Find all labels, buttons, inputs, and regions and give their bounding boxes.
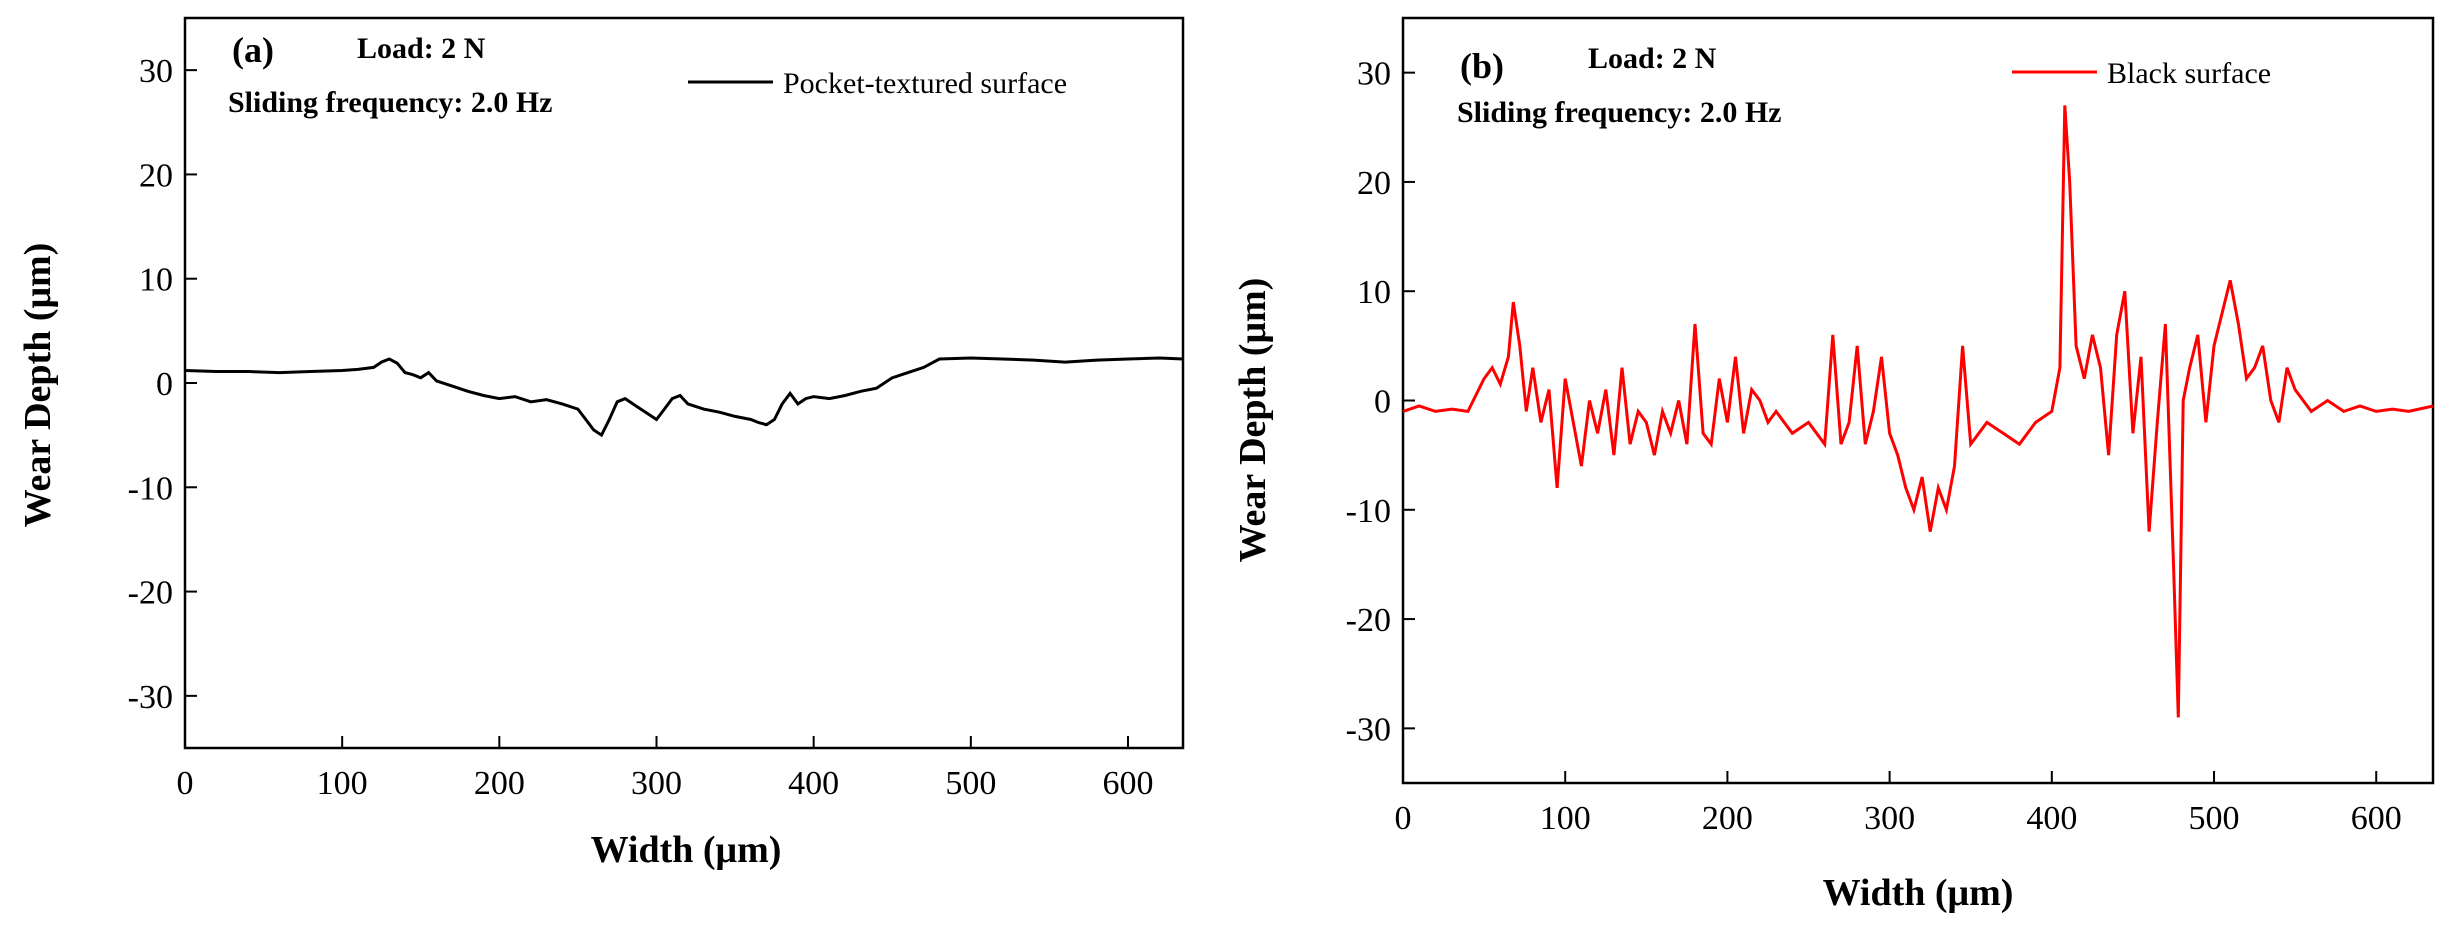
x-tick-label: 600 (1102, 765, 1153, 802)
x-tick-label: 100 (1540, 800, 1591, 837)
y-tick-label: 10 (139, 262, 173, 299)
y-tick-label: -30 (1346, 711, 1391, 748)
x-tick-label: 400 (788, 765, 839, 802)
load-annotation-a: Load: 2 N (357, 32, 486, 65)
legend-label-pocket-textured: Pocket-textured surface (783, 67, 1067, 100)
x-tick-label: 600 (2351, 800, 2402, 837)
x-ticks-b: 0 100 200 300 400 500 600 (1395, 771, 2402, 837)
y-tick-label: 30 (1357, 56, 1391, 93)
panel-label-b: (b) (1460, 46, 1504, 86)
y-axis-label-a: Wear Depth (μm) (17, 243, 59, 528)
plot-frame-b (1401, 16, 2435, 785)
y-tick-label: 0 (1374, 384, 1391, 421)
y-tick-label: 20 (139, 157, 173, 194)
frequency-annotation-b: Sliding frequency: 2.0 Hz (1457, 96, 1781, 129)
y-tick-label: -10 (1346, 493, 1391, 530)
x-tick-label: 400 (2026, 800, 2077, 837)
y-tick-label: -30 (128, 679, 173, 716)
y-tick-label: 10 (1357, 274, 1391, 311)
x-tick-label: 300 (631, 765, 682, 802)
load-annotation-b: Load: 2 N (1588, 42, 1717, 75)
x-axis-label-a: Width (μm) (591, 829, 782, 871)
x-tick-label: 300 (1864, 800, 1915, 837)
legend-label-black-surface: Black surface (2107, 57, 2271, 90)
x-tick-label: 500 (2189, 800, 2240, 837)
x-axis-label-b: Width (μm) (1823, 872, 2014, 914)
x-tick-label: 0 (177, 765, 194, 802)
series-line-black-surface (1402, 105, 2434, 718)
y-tick-label: 20 (1357, 165, 1391, 202)
x-tick-label: 0 (1395, 800, 1412, 837)
x-ticks-a: 0 100 200 300 400 500 600 (177, 736, 1153, 802)
y-tick-label: -20 (128, 575, 173, 612)
y-tick-label: -20 (1346, 602, 1391, 639)
x-tick-label: 500 (945, 765, 996, 802)
panel-a: -30 -20 -10 0 10 20 30 0 100 200 300 400 500 600 (a)… (17, 16, 1185, 871)
y-ticks-a: -30 -20 -10 0 10 20 30 (128, 53, 197, 716)
y-tick-label: -10 (128, 470, 173, 507)
panel-label-a: (a) (232, 30, 274, 70)
y-ticks-b: -30 -20 -10 0 10 20 30 (1346, 56, 1415, 748)
panel-b: -30 -20 -10 0 10 20 30 0 100 200 300 400 500 600 (b)… (1232, 16, 2435, 914)
x-tick-label: 200 (474, 765, 525, 802)
y-tick-label: 30 (139, 53, 173, 90)
frequency-annotation-a: Sliding frequency: 2.0 Hz (228, 86, 552, 119)
y-tick-label: 0 (156, 366, 173, 403)
x-tick-label: 200 (1702, 800, 1753, 837)
plot-frame-a (183, 16, 1185, 750)
y-axis-label-b: Wear Depth (μm) (1232, 278, 1274, 563)
series-line-pocket-textured (184, 356, 1184, 438)
x-tick-label: 100 (317, 765, 368, 802)
